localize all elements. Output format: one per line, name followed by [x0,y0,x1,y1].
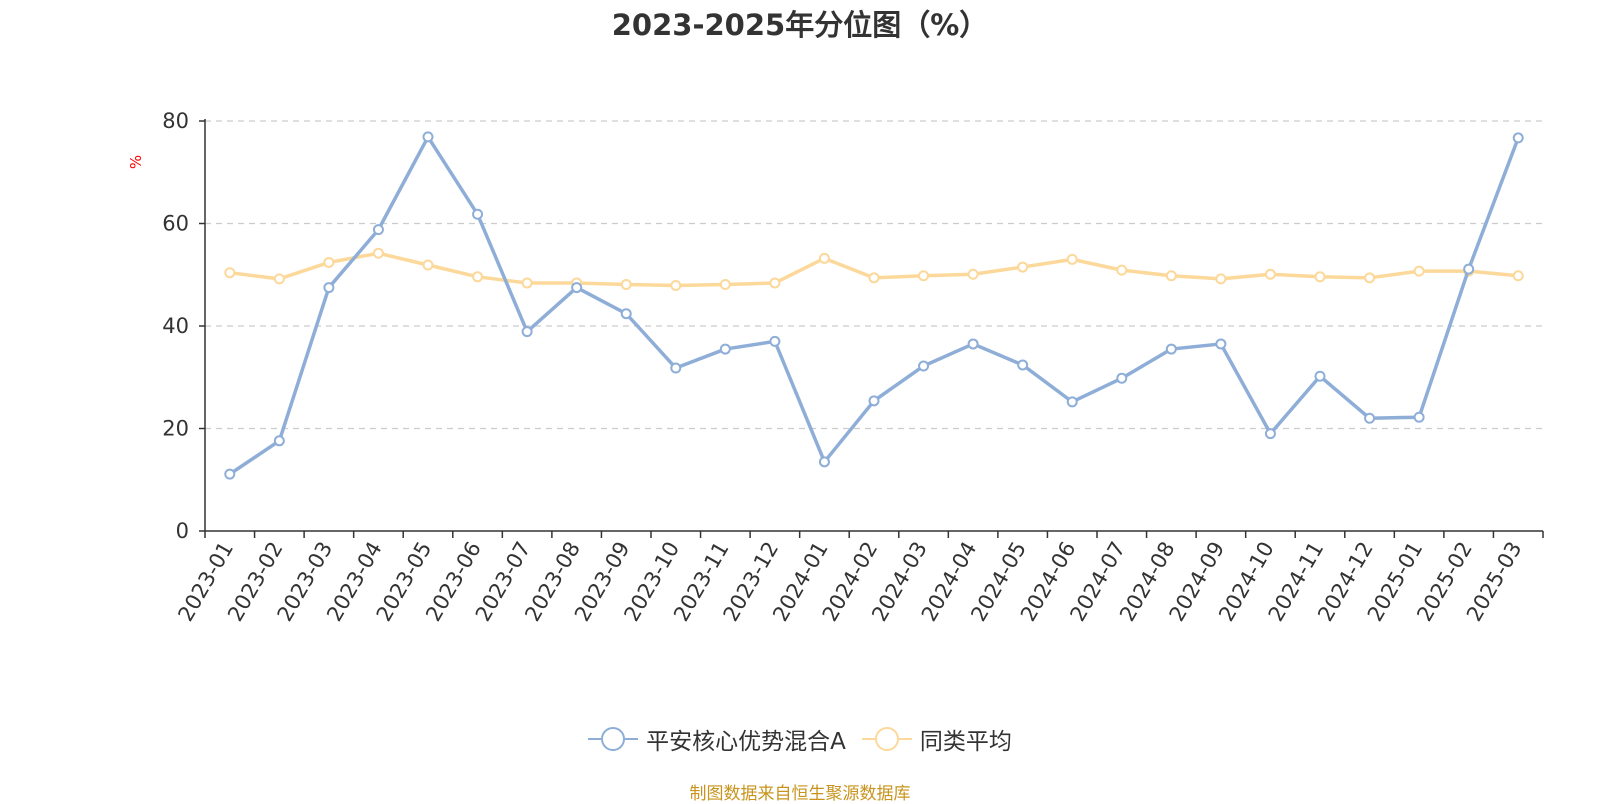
data-point-series-2 [670,280,682,292]
data-point-series-2 [818,252,830,264]
data-point-series-1 [1264,428,1276,440]
grid-lines [205,120,1543,430]
y-tick-label: 0 [176,519,189,543]
data-point-series-1 [1512,132,1524,144]
data-point-series-2 [472,271,484,283]
data-point-series-2 [323,256,335,268]
y-tick-label: 60 [162,212,189,236]
data-point-series-2 [1264,268,1276,280]
data-point-series-1 [521,326,533,338]
legend-item-2[interactable]: 同类平均 [861,722,1012,756]
data-point-series-2 [273,273,285,285]
data-point-series-2 [1066,253,1078,265]
data-point-series-1 [1116,372,1128,384]
data-point-series-2 [372,247,384,259]
data-point-series-1 [1066,396,1078,408]
data-point-series-2 [1215,273,1227,285]
data-point-series-1 [967,338,979,350]
data-point-series-2 [918,270,930,282]
data-point-series-1 [670,362,682,374]
data-point-series-1 [1364,412,1376,424]
y-tick-label: 40 [162,314,189,338]
data-point-series-1 [372,224,384,236]
data-point-series-1 [1165,343,1177,355]
data-point-series-2 [224,267,236,279]
data-point-series-1 [1413,411,1425,423]
data-point-series-1 [918,360,930,372]
legend: 平安核心优势混合A 同类平均 [0,722,1600,759]
data-point-series-2 [1364,272,1376,284]
y-tick-label: 20 [162,417,189,441]
data-point-series-1 [273,435,285,447]
legend-item-1[interactable]: 平安核心优势混合A [588,722,846,756]
data-point-series-1 [868,395,880,407]
data-point-series-2 [1116,264,1128,276]
data-point-series-2 [1314,271,1326,283]
chart-title: 2023-2025年分位图（%） [611,8,989,42]
data-point-series-2 [868,272,880,284]
data-point-series-1 [1314,370,1326,382]
chart-plot: 0204060802023-012023-022023-032023-04202… [127,109,1544,625]
legend-marker-icon [588,727,639,751]
legend-label: 同类平均 [919,729,1012,755]
data-point-series-2 [1017,261,1029,273]
data-point-series-1 [769,335,781,347]
series-lines [224,131,1524,480]
data-point-series-1 [719,343,731,355]
data-point-series-2 [620,278,632,290]
data-point-series-2 [422,259,434,271]
y-tick-label: 80 [162,109,189,133]
data-point-series-2 [521,277,533,289]
y-axis-unit-label: % [127,155,145,169]
data-point-series-1 [620,308,632,320]
data-point-series-1 [1017,359,1029,371]
data-point-series-1 [1463,263,1475,275]
source-note: 制图数据来自恒生聚源数据库 [689,784,911,804]
data-point-series-1 [422,131,434,143]
legend-circle [874,727,899,751]
data-point-series-2 [1165,270,1177,282]
data-point-series-2 [769,277,781,289]
axes: 0204060802023-012023-022023-032023-04202… [162,109,1544,625]
data-point-series-1 [323,282,335,294]
data-point-series-1 [1215,338,1227,350]
legend-marker-icon [861,727,912,751]
data-point-series-2 [719,278,731,290]
data-point-series-1 [472,208,484,220]
series-line-1 [228,135,1520,476]
data-point-series-1 [224,468,236,480]
legend-label: 平安核心优势混合A [646,729,846,755]
data-point-series-2 [967,268,979,280]
data-point-series-2 [1512,270,1524,282]
data-point-series-1 [818,456,830,468]
legend-circle [601,727,626,751]
data-point-series-1 [571,282,583,294]
data-point-series-2 [1413,265,1425,277]
